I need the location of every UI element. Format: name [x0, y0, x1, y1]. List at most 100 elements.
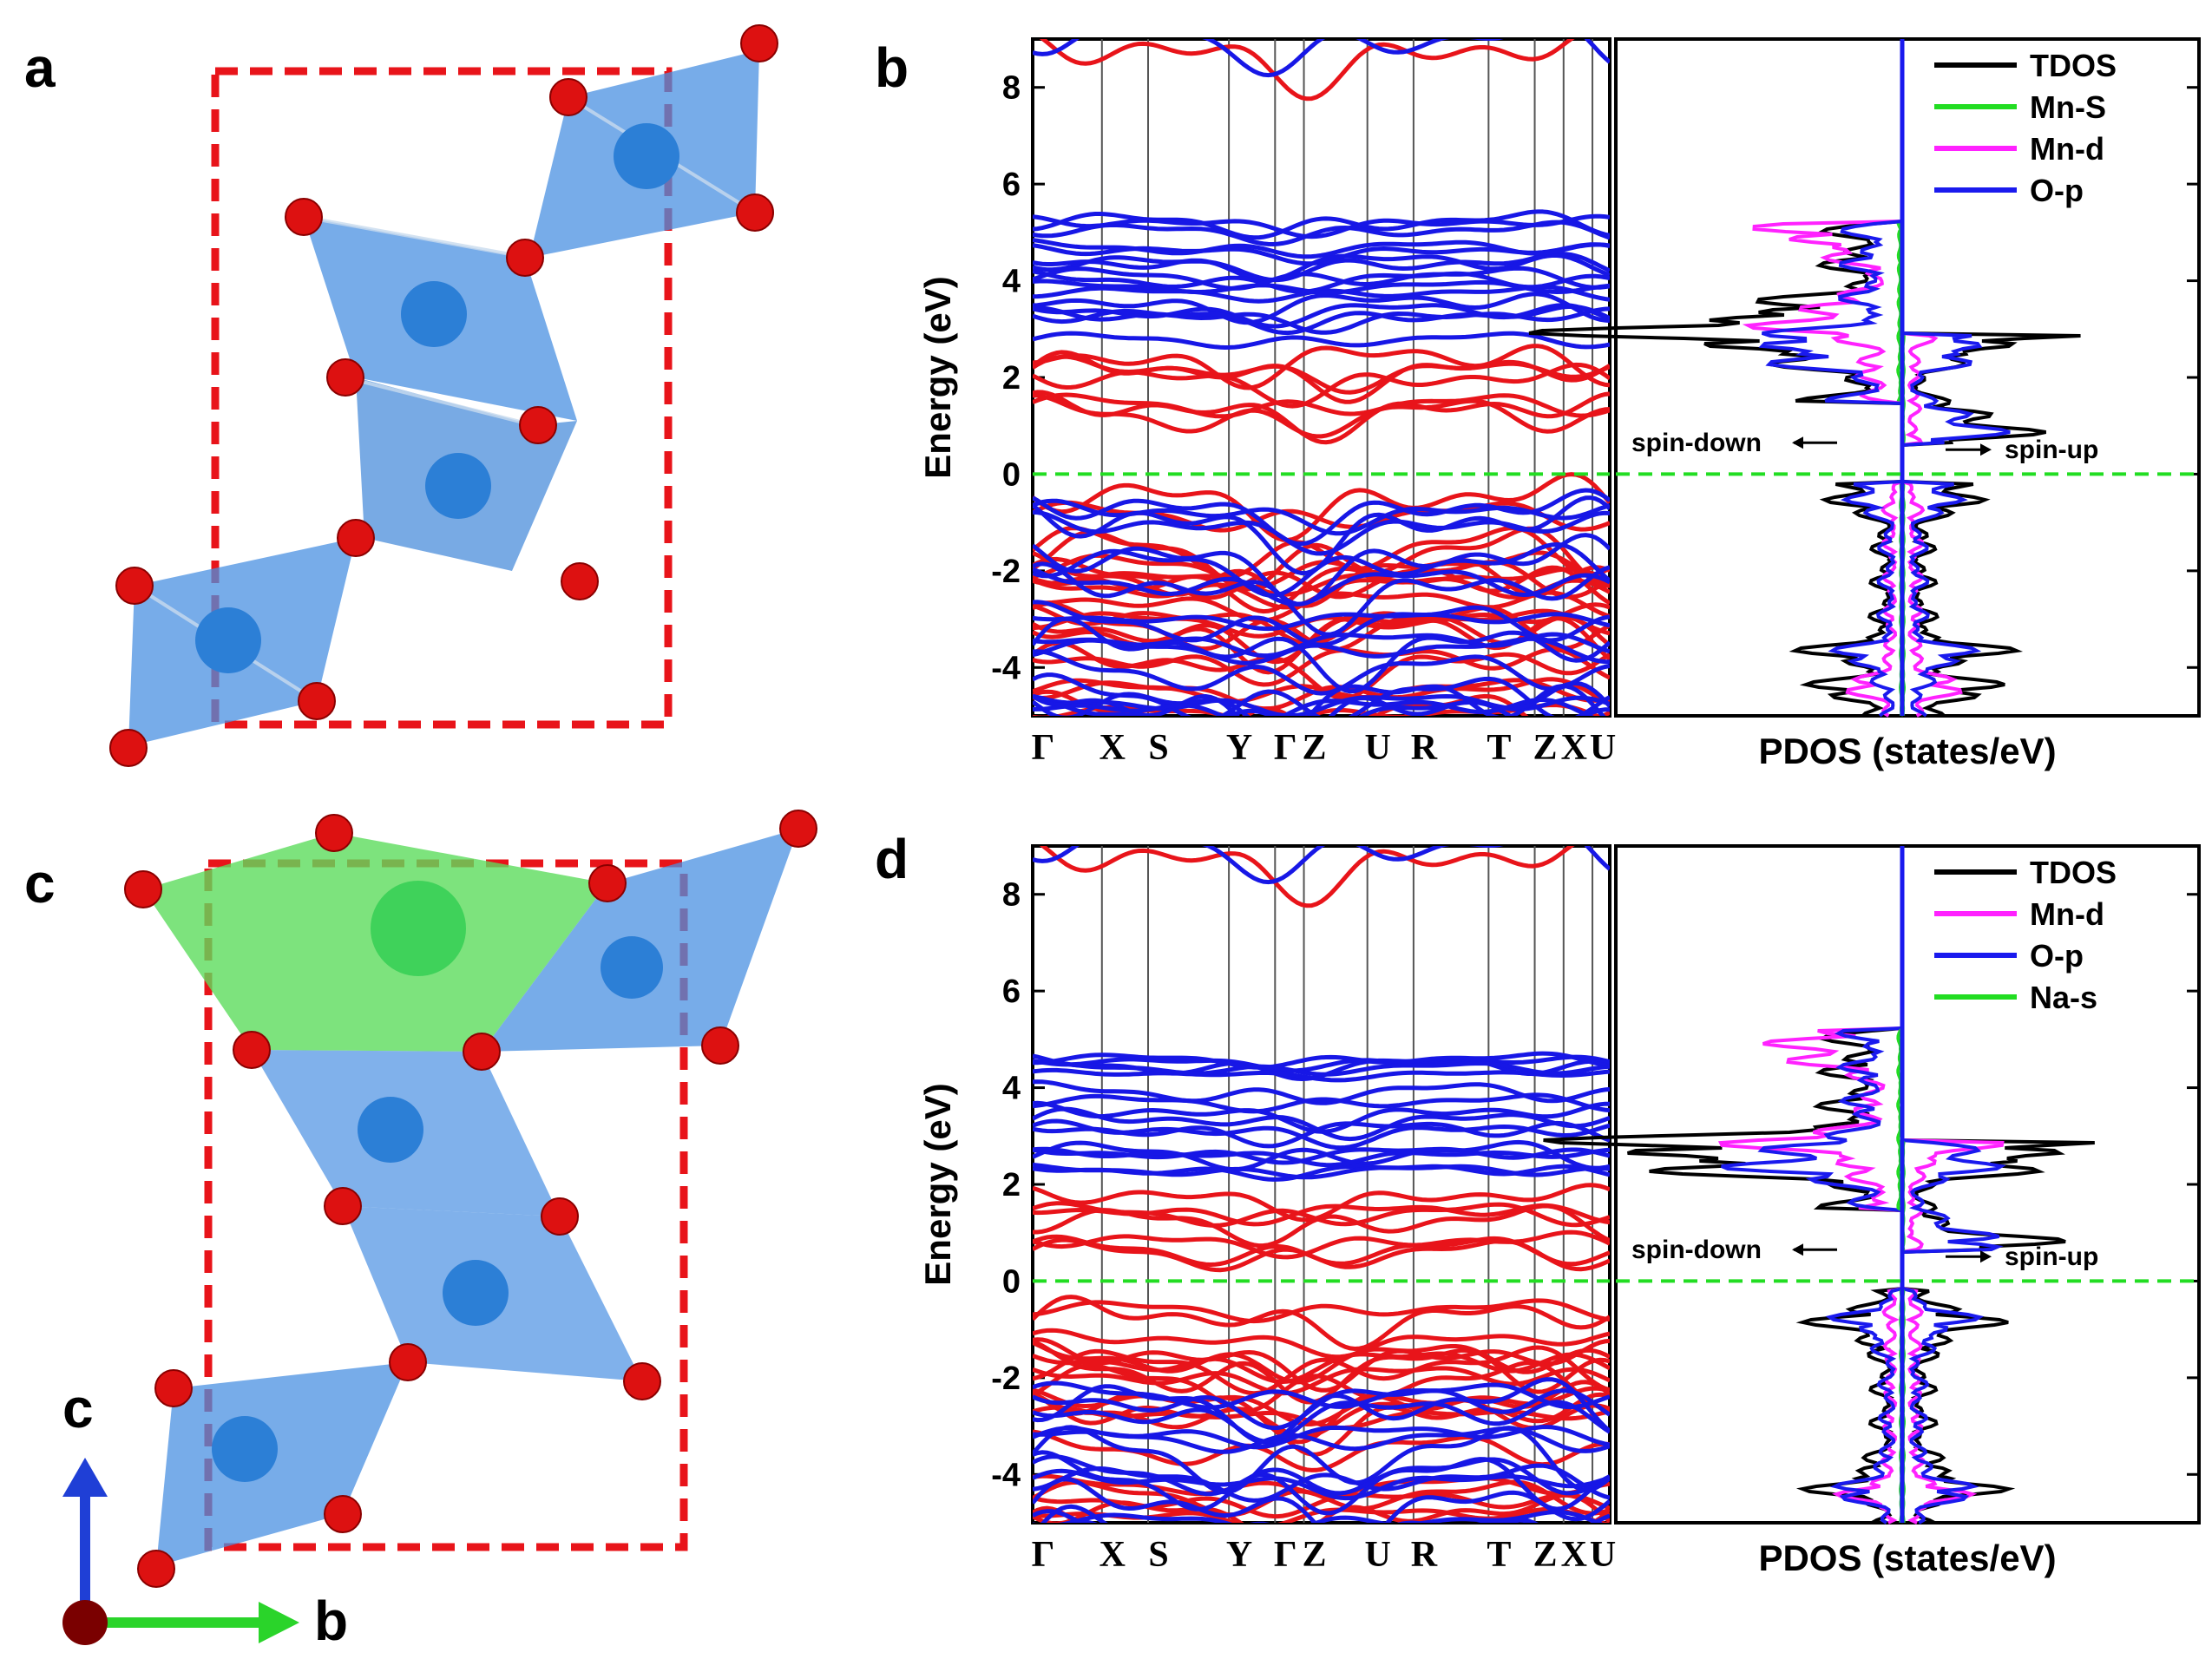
mn-atom [358, 1097, 423, 1163]
band-line [1033, 238, 1610, 259]
bands [1033, 846, 1610, 1523]
origin-atom [62, 1600, 108, 1645]
band-line [1033, 350, 1610, 404]
band-line [1033, 331, 1610, 351]
legend-label: O-p [2030, 173, 2084, 208]
pdos-b: PDOS (states/eV) TDOS Mn-S Mn-d O-p spin-down… [1528, 37, 2201, 771]
band-line [1033, 526, 1610, 592]
band-line [1033, 1479, 1610, 1518]
y-tick-label: 6 [1002, 974, 1021, 1010]
legend-label: Mn-d [2030, 896, 2104, 932]
band-line [1033, 567, 1610, 597]
panel-label-c: c [24, 852, 56, 915]
band-line [1033, 390, 1610, 445]
band-line [1033, 1360, 1610, 1413]
oxygen-atom [154, 1369, 193, 1407]
band-line [1033, 393, 1610, 439]
band-line [1033, 1425, 1610, 1495]
kpoint-label: U [1590, 1535, 1616, 1575]
spin-up-label: spin-up [2005, 1243, 2098, 1271]
kpoint-label: S [1148, 1535, 1168, 1575]
b-axis-arrowhead [259, 1602, 299, 1643]
oxygen-atom [109, 729, 148, 767]
b-axis-label: b [314, 1590, 348, 1652]
band-line [1033, 498, 1610, 536]
band-line [1033, 680, 1610, 716]
panel-label-d: d [875, 828, 909, 890]
oxygen-atom [736, 193, 774, 232]
kpoint-label: U [1365, 728, 1391, 768]
c-axis-label: c [62, 1377, 94, 1439]
band-line [1033, 1468, 1610, 1501]
spin-up-arrowhead [1980, 443, 1992, 456]
oxygen-atom [285, 198, 323, 236]
y-tick-label: 0 [1002, 1263, 1021, 1300]
band-line [1033, 304, 1610, 336]
legend-label: Mn-S [2030, 89, 2106, 125]
band-line [1033, 220, 1610, 247]
oxygen-atom [324, 1187, 362, 1225]
band-line [1033, 1351, 1610, 1385]
na-atom [371, 881, 466, 976]
kpoint-label: Y [1226, 1535, 1252, 1575]
band-line [1033, 39, 1610, 78]
y-tick-label: 4 [1002, 264, 1021, 300]
c-axis-arrowhead [62, 1458, 108, 1497]
legend-label: Na-s [2030, 980, 2097, 1015]
pdos-frame [1614, 37, 2201, 718]
band-line [1033, 1400, 1610, 1445]
oxygen-atom [541, 1197, 579, 1236]
mn-atom [425, 453, 491, 519]
kpoint-label: Γ [1032, 1535, 1055, 1575]
band-line [1033, 1454, 1610, 1497]
band-line [1033, 1237, 1610, 1273]
mn-atom [195, 607, 261, 673]
y-tick-label: 6 [1002, 167, 1021, 203]
band-line [1033, 1092, 1610, 1114]
band-line [1033, 678, 1610, 704]
band-line [1033, 697, 1595, 716]
band-line [1033, 292, 1610, 325]
band-line [1033, 1118, 1610, 1151]
band-line [1033, 213, 1610, 239]
unit-cell-c [204, 859, 688, 1551]
band-line [1033, 1328, 1610, 1360]
pdos-frame [1614, 844, 2201, 1525]
spin-down-label: spin-down [1631, 429, 1762, 457]
oxygen-atom [315, 814, 353, 852]
pdos-curve-o-p-down [1758, 39, 1904, 718]
band-line [1033, 1393, 1610, 1439]
band-line [1040, 1504, 1539, 1523]
spin-up-label: spin-up [2005, 436, 2098, 464]
crystal-structure-a [109, 24, 778, 767]
pdos-d: PDOS (states/eV) TDOS Mn-d O-p Na-s spin-down… [1543, 844, 2201, 1578]
oxygen-atom [124, 870, 162, 908]
oxygen-atom [115, 567, 154, 605]
band-line [1033, 846, 1610, 885]
kpoint-label: Z [1303, 728, 1327, 768]
band-line [1033, 1079, 1610, 1105]
kpoint-label: R [1411, 1535, 1438, 1575]
band-line [1033, 616, 1610, 694]
kpoint-label: X [1561, 1535, 1587, 1575]
x-axis-label: PDOS (states/eV) [1758, 1538, 2056, 1578]
band-line [1033, 561, 1610, 637]
oxygen-atom [324, 1495, 362, 1533]
kpoint-label: S [1148, 728, 1168, 768]
band-line [1033, 632, 1610, 659]
band-line [1033, 1067, 1610, 1083]
y-tick-label: 0 [1002, 456, 1021, 493]
band-line [1033, 1477, 1610, 1523]
oxygen-atom [389, 1343, 427, 1381]
y-tick-label: 4 [1002, 1071, 1021, 1107]
band-line [1033, 1229, 1610, 1260]
band-line [1033, 1386, 1610, 1427]
oxygen-atom [137, 1550, 175, 1588]
oxygen-atom [740, 24, 778, 62]
spin-up-arrowhead [1980, 1250, 1992, 1263]
band-line [1033, 533, 1610, 607]
band-line [1033, 612, 1610, 632]
